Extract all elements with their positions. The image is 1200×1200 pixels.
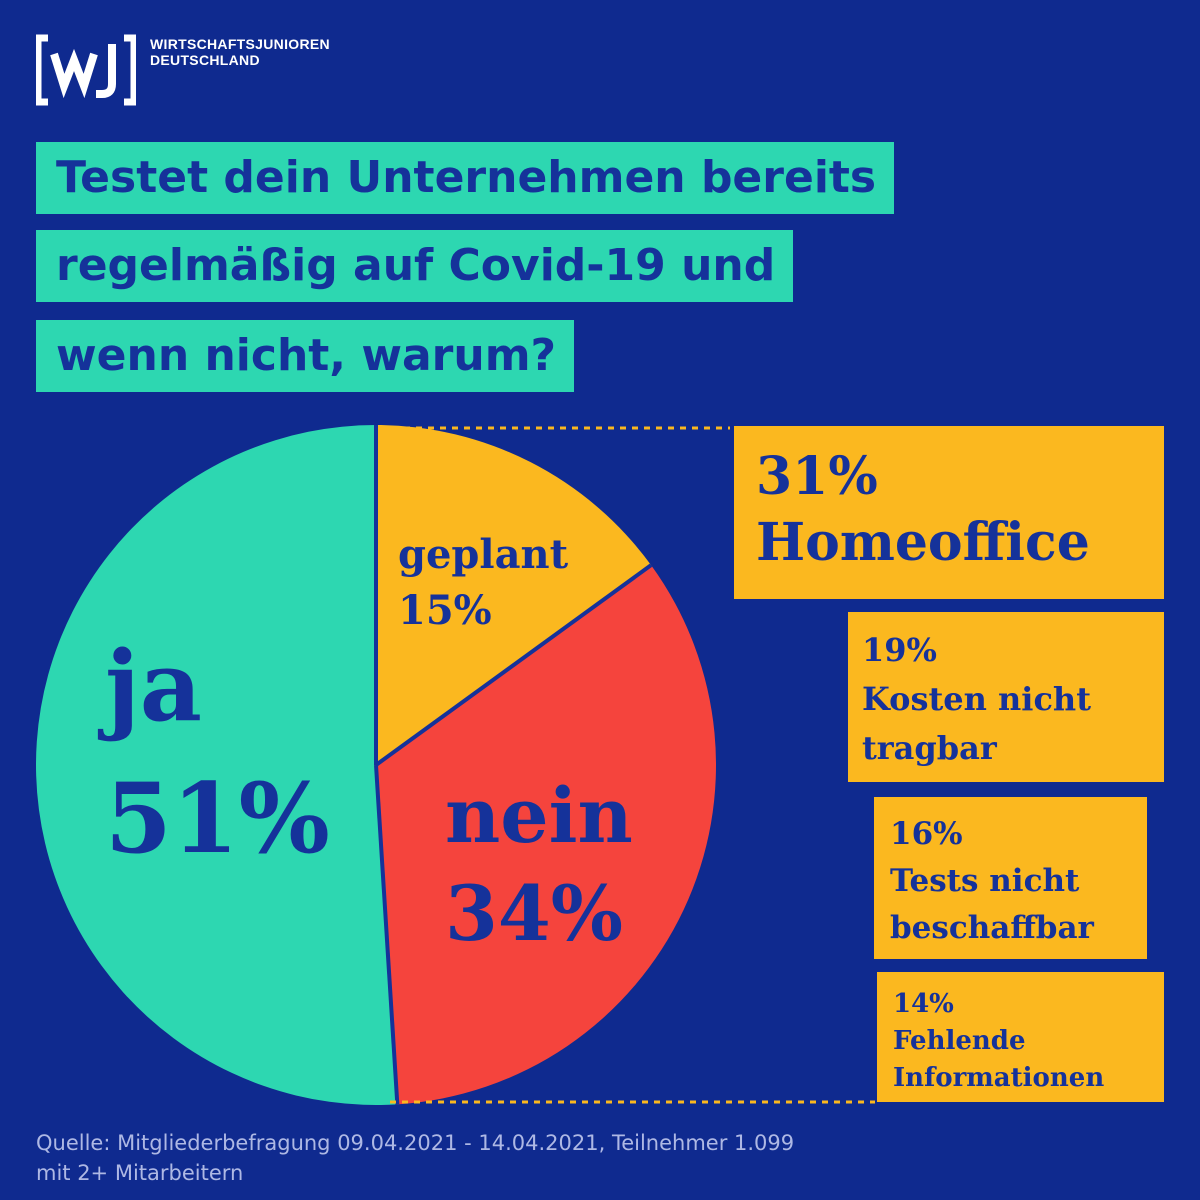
pie-label-ja-name: ja: [97, 630, 202, 743]
reason-value: 19%: [862, 631, 937, 669]
pie-label-geplant-name: geplant: [398, 531, 569, 578]
brand-name-line2: DEUTSCHLAND: [150, 52, 260, 68]
reason-value: 31%: [756, 446, 878, 507]
reason-label: Homeoffice: [756, 512, 1090, 573]
pie-slice-nein: [376, 565, 717, 1105]
reason-label: Kosten nicht: [862, 680, 1091, 718]
reason-box-kosten: 19% Kosten nicht tragbar: [848, 612, 1164, 782]
pie-slice-ja: [36, 425, 398, 1105]
pie-label-geplant-value: 15%: [398, 587, 492, 634]
reason-box-informationen: 14% Fehlende Informationen: [877, 972, 1164, 1102]
source-line-1: Quelle: Mitgliederbefragung 09.04.2021 -…: [36, 1131, 795, 1155]
title-line-3: wenn nicht, warum?: [36, 320, 575, 392]
reason-box-homeoffice: 31% Homeoffice: [734, 426, 1164, 599]
pie-slice-geplant: [376, 425, 652, 765]
reason-label: Tests nicht: [890, 863, 1080, 899]
reason-box-tests: 16% Tests nicht beschaffbar: [874, 797, 1147, 959]
pie-label-nein-value: 34%: [445, 869, 623, 958]
pie-label-ja-value: 51%: [105, 762, 330, 875]
wj-logo: [36, 34, 136, 106]
reason-value: 14%: [893, 989, 954, 1019]
pie-label-nein-name: nein: [445, 771, 633, 860]
title-line-1: Testet dein Unternehmen bereits: [36, 142, 895, 214]
reason-label: beschaffbar: [890, 910, 1094, 946]
reason-label: tragbar: [862, 729, 997, 767]
title-line-2: regelmäßig auf Covid-19 und: [36, 230, 794, 302]
slice-separator: [374, 563, 653, 767]
brand-name-line1: WIRTSCHAFTSJUNIOREN: [150, 36, 330, 52]
reason-label: Fehlende: [893, 1026, 1026, 1056]
slice-separator: [374, 764, 400, 1105]
reason-label: Informationen: [893, 1063, 1105, 1093]
source-line-2: mit 2+ Mitarbeitern: [36, 1161, 244, 1185]
reason-value: 16%: [890, 816, 963, 852]
